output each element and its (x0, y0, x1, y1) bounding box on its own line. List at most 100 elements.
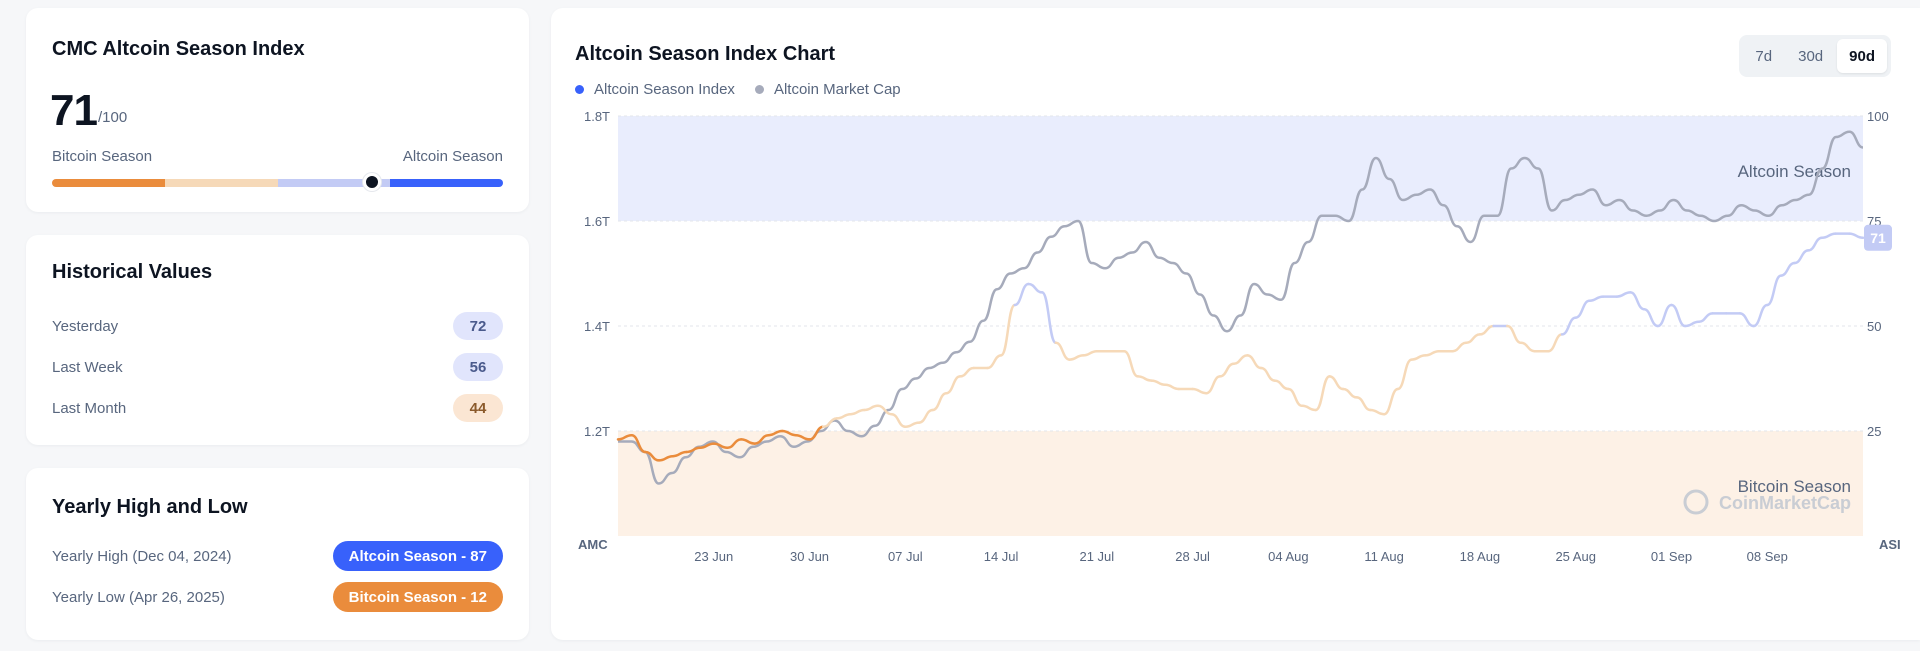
historical-value-pill: 72 (453, 312, 503, 340)
historical-label: Last Week (52, 358, 123, 376)
historical-row-yesterday: Yesterday 72 (52, 311, 503, 341)
market-cap-line (618, 130, 1864, 485)
index-line-segment (1519, 341, 1536, 353)
range-30d-button[interactable]: 30d (1798, 47, 1824, 65)
index-line-segment (1848, 232, 1865, 240)
index-line-segment (1820, 232, 1837, 240)
yearly-high-label: Yearly High (Dec 04, 2024) (52, 547, 232, 565)
legend-item-market-cap[interactable]: Altcoin Market Cap (754, 81, 901, 98)
index-line-segment (1752, 303, 1769, 328)
index-line-segment (1396, 358, 1413, 391)
historical-label: Yesterday (52, 317, 119, 335)
index-line-segment (999, 303, 1017, 357)
index-line-segment (1765, 274, 1783, 307)
index-line-segment (1382, 387, 1400, 416)
index-line-segment (1683, 320, 1701, 328)
index-line-segment (1300, 404, 1317, 412)
index-line-segment (890, 412, 907, 429)
index-line-segment (1328, 375, 1345, 391)
legend-label: Altcoin Season Index (594, 81, 735, 98)
index-line-segment (1588, 295, 1605, 303)
yearly-low-label: Yearly Low (Apr 26, 2025) (52, 588, 225, 606)
left-axis-tick: 1.8T (584, 109, 610, 124)
chart-legend: Altcoin Season Index Altcoin Market Cap (575, 81, 901, 98)
index-line-segment (630, 433, 647, 454)
yearly-high-low-card: Yearly High and Low Yearly High (Dec 04,… (26, 468, 529, 640)
left-axis-tick: 1.6T (584, 214, 610, 229)
index-line-segment (945, 375, 962, 395)
index-line-segment (1122, 349, 1140, 378)
index-line-segment (1013, 282, 1030, 307)
index-line-segment (1423, 349, 1441, 357)
index-line-segment (1547, 333, 1564, 353)
x-axis-tick: 18 Aug (1460, 549, 1501, 564)
gauge-knob (363, 173, 382, 191)
index-line-segment (780, 429, 798, 437)
index-line-segment (1574, 299, 1591, 319)
historical-title: Historical Values (52, 261, 213, 283)
index-line-segment (1793, 249, 1810, 265)
index-line-segment (917, 408, 934, 424)
index-line-segment (1451, 341, 1468, 353)
index-line-segment (1040, 291, 1058, 345)
index-line-segment (1205, 375, 1222, 395)
current-value-badge (1864, 224, 1892, 251)
index-line-segment (1807, 236, 1824, 252)
index-line-segment (835, 412, 852, 420)
season-gauge (52, 179, 503, 187)
index-line-segment (1410, 354, 1427, 361)
index-line-segment (794, 433, 811, 441)
yearly-high-row: Yearly High (Dec 04, 2024) Altcoin Seaso… (52, 541, 503, 571)
index-line-segment (698, 442, 716, 450)
index-line-segment (1478, 324, 1495, 336)
index-line-segment (644, 450, 661, 462)
gauge-segment-bitcoin (52, 179, 165, 187)
legend-item-index[interactable]: Altcoin Season Index (575, 81, 735, 98)
right-axis-tick: 25 (1867, 424, 1881, 439)
index-line-segment (1314, 375, 1331, 412)
right-axis-tick: 50 (1867, 319, 1881, 334)
index-line-segment (1164, 383, 1181, 391)
historical-label: Last Month (52, 399, 127, 417)
x-axis-tick: 25 Aug (1555, 549, 1596, 564)
index-line-segment (739, 438, 757, 445)
index-line-segment (904, 421, 921, 429)
x-axis-tick: 28 Jul (1175, 549, 1210, 564)
index-line-segment (1656, 303, 1673, 328)
index-line-segment (849, 408, 866, 416)
index-line-segment (616, 433, 633, 441)
range-7d-button[interactable]: 7d (1755, 47, 1773, 65)
index-line-segment (1150, 379, 1167, 387)
index-line-segment (1218, 362, 1235, 378)
index-line-segment (1054, 341, 1071, 361)
range-90d-button[interactable]: 90d (1837, 39, 1887, 73)
index-line-segment (1464, 333, 1482, 345)
coinmarketcap-logo-icon (1683, 489, 1709, 515)
index-line-segment (657, 454, 674, 462)
index-line-segment (1081, 349, 1099, 357)
index-line-segment (753, 433, 770, 445)
zone-label-bitcoin: Bitcoin Season (1738, 477, 1851, 496)
x-axis-tick: 11 Aug (1364, 549, 1404, 564)
bitcoin-season-label: Bitcoin Season (52, 148, 153, 165)
index-line-segment (1369, 408, 1386, 416)
index-line-segment (685, 446, 702, 454)
right-axis-label: ASI (1879, 537, 1901, 552)
index-line-segment (1697, 312, 1714, 324)
zone-bitcoin (618, 431, 1863, 536)
index-card-title: CMC Altcoin Season Index (52, 38, 305, 60)
x-axis-tick: 04 Aug (1268, 549, 1309, 564)
historical-values-card: Historical Values Yesterday 72 Last Week… (26, 235, 529, 445)
legend-dot (575, 85, 584, 94)
right-axis-tick: 100 (1867, 109, 1889, 124)
index-line-segment (931, 391, 948, 412)
index-line-segment (821, 417, 839, 429)
index-line-segment (1027, 282, 1044, 294)
index-line-segment (1779, 261, 1796, 277)
index-line-segment (1615, 291, 1632, 298)
yearly-low-pill: Bitcoin Season - 12 (332, 582, 503, 612)
index-line-segment (1068, 354, 1085, 361)
index-line-segment (958, 366, 975, 378)
index-line-segment (1246, 354, 1263, 370)
